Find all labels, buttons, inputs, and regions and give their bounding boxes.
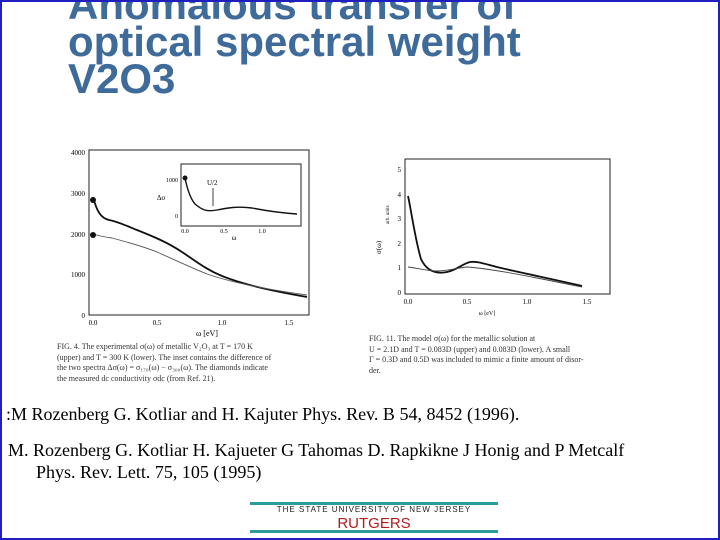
right-ylabel: σ(ω) (375, 240, 383, 254)
right-ytick: 5 (398, 166, 402, 174)
caption-line: the two spectra Δσ(ω) = σ₁₇₀(ω) − σ₃₀₀(ω… (57, 363, 268, 372)
left-inset: 1000 0 Δσ 0.0 0.5 1.0 ω U/2 (157, 163, 302, 242)
figure-left-caption: FIG. 4. The experimental σ(ω) of metalli… (57, 342, 322, 384)
reference-2-line-1: M. Rozenberg G. Kotliar H. Kajueter G Ta… (8, 440, 625, 460)
left-xtick: 0.0 (89, 319, 98, 327)
inset-ytick: 1000 (166, 178, 178, 184)
title-line-1: Anomalous transfer of (68, 0, 517, 28)
inset-frame (180, 163, 302, 227)
caption-line: U = 2.1D and T = 0.083D (upper) and 0.08… (369, 344, 571, 354)
inset-curve (184, 177, 298, 215)
inset-ytick: 0 (175, 214, 178, 220)
right-ytick: 2 (398, 240, 402, 248)
figure-right: 5 4 3 2 1 0 σ(ω) arb. units 0.0 0.5 1.0 … (375, 158, 611, 317)
figure-right-caption: FIG. 11. The model σ(ω) for the metallic… (369, 334, 619, 376)
right-ylabel-units: arb. units (386, 205, 391, 224)
left-ytick: 2000 (71, 231, 86, 239)
reference-2-line-2: Phys. Rev. Lett. 75, 105 (1995) (36, 462, 262, 482)
left-ytick: 0 (82, 312, 86, 320)
dc-diamond-lower (90, 232, 96, 238)
caption-line: FIG. 4. The experimental σ(ω) of metalli… (57, 342, 253, 351)
right-ytick: 4 (398, 191, 402, 199)
caption-line: FIG. 11. The model σ(ω) for the metallic… (369, 334, 536, 343)
caption-line: der. (369, 365, 381, 375)
right-ytick: 3 (398, 215, 402, 223)
left-xlabel: ω [eV] (196, 329, 218, 337)
right-curve-upper (407, 195, 583, 287)
left-xtick: 1.0 (218, 319, 227, 327)
caption-line: Γ = 0.3D and 0.5D was included to mimic … (369, 355, 584, 364)
left-curve-upper (92, 196, 308, 298)
slide-title: Anomalous transfer of optical spectral w… (68, 0, 688, 102)
left-ytick: 1000 (71, 271, 86, 279)
right-curve-lower (407, 266, 583, 288)
logo-rutgers: RUTGERS (337, 515, 411, 532)
right-xtick: 0.0 (404, 298, 413, 306)
reference-1: :M Rozenberg G. Kotliar and H. Kajuter P… (6, 404, 520, 424)
inset-diamond (182, 175, 188, 181)
inset-xtick: 0.0 (181, 229, 189, 235)
right-xtick: 1.5 (583, 298, 592, 306)
left-xtick: 0.5 (153, 319, 162, 327)
left-curve-lower (92, 233, 308, 296)
logo-rule-top (250, 502, 498, 505)
caption-line: the measured dc conductivity σdc (from R… (57, 373, 216, 383)
left-ytick: 3000 (71, 190, 86, 198)
logo-rule-bottom (250, 530, 498, 533)
inset-peak-label: U/2 (207, 179, 218, 187)
inset-xlabel: ω (232, 234, 237, 242)
right-ytick: 0 (398, 289, 402, 297)
inset-xtick: 1.0 (258, 229, 266, 235)
left-xtick: 1.5 (285, 319, 294, 327)
right-xtick: 1.0 (523, 298, 532, 306)
right-xlabel: ω [eV] (479, 311, 495, 317)
right-xtick: 0.5 (463, 298, 472, 306)
dc-diamond-upper (90, 197, 96, 203)
inset-xtick: 0.5 (220, 229, 228, 235)
right-ytick: 1 (398, 264, 402, 272)
figure-left: 4000 3000 2000 1000 0 0.0 0.5 1.0 1.5 ω … (71, 149, 310, 337)
left-plot-frame (88, 149, 310, 316)
right-plot-frame (404, 158, 611, 295)
logo-university-text: THE STATE UNIVERSITY OF NEW JERSEY (276, 505, 472, 514)
title-line-2: optical spectral weight (68, 18, 521, 65)
inset-ylabel: Δσ (157, 194, 166, 202)
caption-line: (upper) and T = 300 K (lower). The inset… (57, 352, 272, 362)
title-line-3: V2O3 (68, 55, 176, 102)
left-ytick: 4000 (71, 149, 86, 157)
